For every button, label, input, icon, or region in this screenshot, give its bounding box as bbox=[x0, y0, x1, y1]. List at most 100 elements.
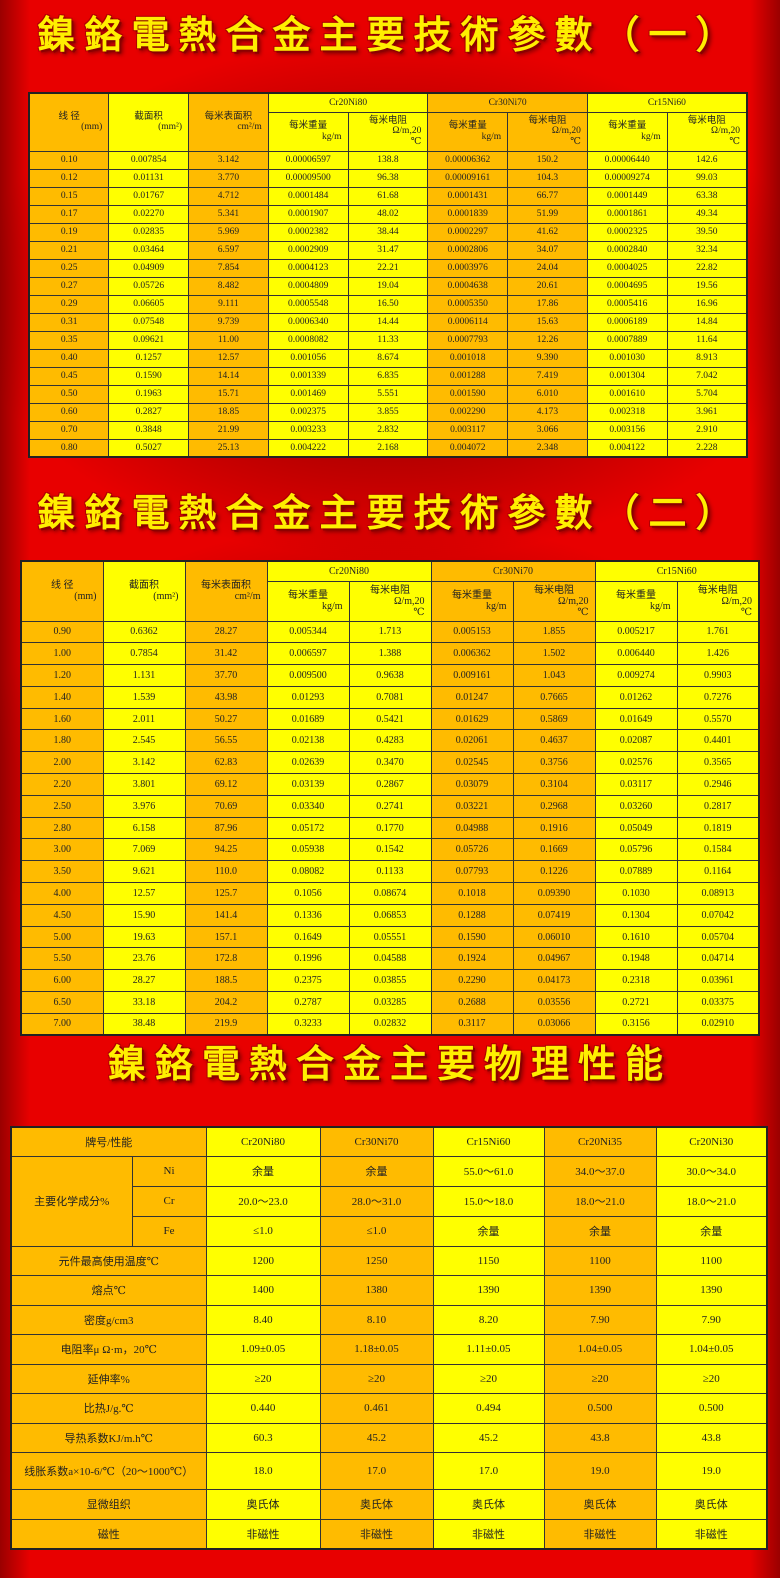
table-cell: 1.502 bbox=[512, 642, 596, 666]
table-cell: 4.00 bbox=[20, 882, 104, 905]
table-cell: 余量 bbox=[655, 1215, 768, 1247]
weight-label: 每米重量 bbox=[288, 590, 328, 601]
table-cell: 0.003117 bbox=[427, 420, 509, 440]
table-cell: 0.0004695 bbox=[586, 276, 668, 296]
table-cell: 5.551 bbox=[347, 384, 429, 404]
header-diameter-label: 线 径 bbox=[51, 580, 74, 592]
table-cell: 61.68 bbox=[347, 186, 429, 206]
table-cell: 0.02910 bbox=[676, 1012, 760, 1036]
table-cell: 22.82 bbox=[666, 258, 748, 278]
header-resistance: 每米电阻 Ω/m,20 ℃ bbox=[507, 111, 588, 152]
table-cell: 0.005153 bbox=[430, 620, 514, 644]
property-label: 密度g/cm3 bbox=[10, 1304, 207, 1335]
table-cell: 0.25 bbox=[28, 258, 110, 278]
table-cell: 0.2827 bbox=[108, 402, 190, 422]
table-cell: 1.00 bbox=[20, 642, 104, 666]
table-cell: 0.00006440 bbox=[586, 150, 668, 170]
element-label: Ni bbox=[131, 1155, 207, 1187]
weight-unit: kg/m bbox=[485, 601, 507, 612]
table-cell: 0.03556 bbox=[512, 991, 596, 1014]
table-cell: 34.0～37.0 bbox=[543, 1155, 657, 1187]
property-row: 线胀系数a×10-6/℃（20～1000℃） 18.0 17.0 17.0 19.0 19… bbox=[10, 1452, 768, 1490]
table-cell: 0.04588 bbox=[348, 947, 432, 971]
table-cell: 2.832 bbox=[347, 420, 429, 440]
table-cell: 8.20 bbox=[432, 1304, 545, 1335]
table-cell: 非磁性 bbox=[655, 1518, 768, 1549]
table-cell: 0.19 bbox=[28, 222, 110, 242]
table-cell: 0.0004025 bbox=[586, 258, 668, 278]
table-row: 0.40 0.1257 12.57 0.001056 8.674 0.001018 9.39… bbox=[28, 348, 748, 368]
table-cell: 1.131 bbox=[102, 664, 186, 687]
property-label: 元件最高使用温度℃ bbox=[10, 1245, 207, 1276]
table-cell: 0.03066 bbox=[512, 1012, 596, 1036]
table-cell: 0.1133 bbox=[348, 860, 432, 884]
property-row: 电阻率μ Ω·m，20℃ 1.09±0.05 1.18±0.05 1.11±0.05 1… bbox=[10, 1334, 768, 1365]
table-row: 1.40 1.539 43.98 0.01293 0.7081 0.01247 0.7665… bbox=[20, 685, 760, 709]
table-cell: 0.90 bbox=[20, 620, 104, 644]
weight-unit: kg/m bbox=[641, 131, 661, 142]
table-cell: 6.010 bbox=[507, 384, 588, 404]
table-cell: 非磁性 bbox=[205, 1518, 321, 1549]
table-cell: 0.1610 bbox=[594, 925, 678, 949]
table-cell: 0.08674 bbox=[348, 882, 432, 905]
table-cell: 0.29 bbox=[28, 294, 110, 314]
resistance-unit-deg: ℃ bbox=[413, 606, 425, 618]
composition-row: Fe ≤1.0 ≤1.0 余量 余量 余量 bbox=[11, 1215, 768, 1247]
table-cell: 20.0～23.0 bbox=[205, 1185, 321, 1217]
resistance-unit: Ω/m,20 bbox=[551, 126, 581, 137]
table-cell: 16.96 bbox=[666, 294, 748, 314]
table-cell: 45.2 bbox=[319, 1422, 434, 1453]
table-cell: 33.18 bbox=[102, 991, 186, 1014]
table-cell: 56.55 bbox=[184, 729, 268, 753]
table-cell: 0.05726 bbox=[108, 276, 190, 296]
resistance-label: 每米电阻 bbox=[534, 584, 574, 596]
table-cell: 余量 bbox=[205, 1155, 321, 1187]
table-cell: 0.2318 bbox=[594, 969, 678, 993]
table-cell: 7.00 bbox=[20, 1012, 104, 1036]
table-cell: 奥氏体 bbox=[205, 1489, 321, 1520]
header-row-alloys: 线 径 (mm) 截面积 (mm²) 每米表面积 cm²/m Cr20Ni80 Cr30Ni7… bbox=[28, 92, 748, 152]
table-cell: 0.1542 bbox=[348, 838, 432, 862]
table-cell: 1.761 bbox=[676, 620, 760, 644]
table-cell: 0.0002806 bbox=[427, 240, 509, 260]
table-cell: 0.500 bbox=[543, 1393, 657, 1424]
property-label: 显微组织 bbox=[10, 1489, 207, 1520]
table-cell: 0.1304 bbox=[594, 903, 678, 927]
resistance-label: 每米电阻 bbox=[697, 584, 738, 596]
table-row: 0.21 0.03464 6.597 0.0002909 31.47 0.0002806 3… bbox=[28, 240, 748, 260]
table-cell: 0.02639 bbox=[266, 751, 350, 775]
table-cell: 0.0001861 bbox=[586, 204, 668, 224]
header-diameter-label: 线 径 bbox=[58, 111, 80, 122]
table-row: 0.50 0.1963 15.71 0.001469 5.551 0.001590 6.01… bbox=[28, 384, 748, 404]
table-cell: 0.461 bbox=[319, 1393, 434, 1424]
table-cell: 15.90 bbox=[102, 903, 186, 927]
table-row: 0.25 0.04909 7.854 0.0004123 22.21 0.0003976 2… bbox=[28, 258, 748, 278]
table-cell: 15.63 bbox=[507, 312, 588, 332]
resistance-unit-deg: ℃ bbox=[577, 606, 589, 618]
table-cell: 1.426 bbox=[676, 642, 760, 666]
table-cell: 0.1669 bbox=[512, 838, 596, 862]
table-cell: ≥20 bbox=[319, 1363, 434, 1394]
table-cell: 2.011 bbox=[102, 707, 186, 731]
weight-unit: kg/m bbox=[321, 601, 343, 612]
table-cell: 43.98 bbox=[184, 685, 268, 709]
table-cell: 0.1948 bbox=[594, 947, 678, 971]
table-cell: 15.0～18.0 bbox=[432, 1185, 545, 1217]
table-cell: 0.9638 bbox=[348, 664, 432, 687]
table-cell: 18.0～21.0 bbox=[543, 1185, 657, 1217]
table-cell: 2.168 bbox=[347, 438, 429, 458]
table-cell: 87.96 bbox=[184, 816, 268, 840]
table-row: 0.70 0.3848 21.99 0.003233 2.832 0.003117 3.06… bbox=[28, 420, 748, 440]
table-cell: 37.70 bbox=[184, 664, 268, 687]
table-cell: 0.440 bbox=[205, 1393, 321, 1424]
table-row: 0.10 0.007854 3.142 0.00006597 138.8 0.000063… bbox=[28, 150, 748, 170]
table-cell: 0.4283 bbox=[348, 729, 432, 753]
table-cell: 0.2688 bbox=[430, 991, 514, 1014]
table-cell: 7.042 bbox=[666, 366, 748, 386]
table-cell: 0.0007889 bbox=[586, 330, 668, 350]
table-cell: 0.0005416 bbox=[586, 294, 668, 314]
table-cell: 奥氏体 bbox=[319, 1489, 434, 1520]
table-cell: 18.0～21.0 bbox=[655, 1185, 768, 1217]
table-cell: 0.10 bbox=[28, 150, 110, 170]
table-cell: 0.02138 bbox=[266, 729, 350, 753]
